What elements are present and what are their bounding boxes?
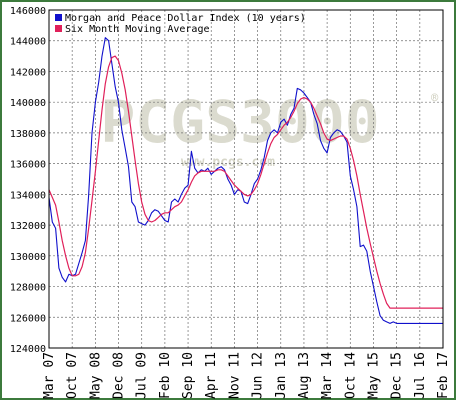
y-tick-label: 146000 (10, 6, 46, 17)
x-tick-label: Feb 10 (158, 352, 173, 399)
y-tick-label: 130000 (10, 252, 46, 263)
watermark-logo: PCGS3000 (100, 88, 379, 156)
y-tick-label: 128000 (10, 283, 46, 294)
y-tick-label: 136000 (10, 160, 46, 171)
grid-lines (49, 10, 443, 348)
y-axis: 124000 126000 128000 130000 132000 134000 1360… (10, 6, 46, 355)
x-tick-label: Oct 14 (343, 352, 358, 399)
x-tick-label: Sep 10 (181, 352, 196, 399)
x-tick-label: Jul 16 (413, 352, 428, 399)
x-tick-label: Feb 17 (436, 352, 451, 399)
x-axis: Mar 07 Oct 07 May 08 Dec 08 Jul 09 Feb 10 Sep … (42, 352, 451, 399)
y-tick-label: 144000 (10, 37, 46, 48)
x-tick-label: Jul 09 (135, 352, 150, 399)
x-tick-label: Oct 07 (65, 352, 80, 399)
y-tick-label: 140000 (10, 98, 46, 109)
plot-border (48, 9, 444, 349)
y-tick-label: 134000 (10, 190, 46, 201)
y-tick-label: 124000 (10, 344, 46, 355)
y-tick-label: 142000 (10, 67, 46, 78)
x-tick-label: Mar 07 (42, 352, 57, 399)
y-tick-label: 126000 (10, 313, 46, 324)
watermark-url: www.pcgs.com (181, 155, 275, 170)
series-line-index (48, 37, 443, 324)
x-tick-label: Dec 15 (390, 352, 405, 399)
x-tick-label: Aug 13 (297, 352, 312, 399)
x-tick-label: Mar 14 (320, 352, 335, 399)
legend: Morgan and Peace Dollar Index (10 years)… (55, 13, 306, 35)
x-tick-label: Dec 08 (112, 352, 127, 399)
series-layer (48, 37, 443, 324)
x-tick-label: May 08 (88, 352, 103, 399)
x-tick-label: Jun 12 (251, 352, 266, 399)
x-tick-label: May 15 (366, 352, 381, 399)
x-tick-label: Apr 11 (204, 352, 219, 399)
x-tick-label: Nov 11 (227, 352, 242, 399)
y-tick-label: 138000 (10, 129, 46, 140)
legend-swatch-index (55, 14, 62, 21)
legend-label-moving-average: Six Month Moving Average (65, 24, 210, 35)
registered-mark: ® (431, 91, 439, 105)
legend-label-index: Morgan and Peace Dollar Index (10 years) (65, 13, 306, 24)
plot-background (49, 10, 443, 348)
y-tick-label: 132000 (10, 221, 46, 232)
series-line-moving-average (48, 55, 443, 309)
legend-swatch-moving-average (55, 25, 62, 32)
x-tick-label: Jan 13 (274, 352, 289, 399)
watermark: PCGS3000 www.pcgs.com ® (100, 88, 439, 170)
